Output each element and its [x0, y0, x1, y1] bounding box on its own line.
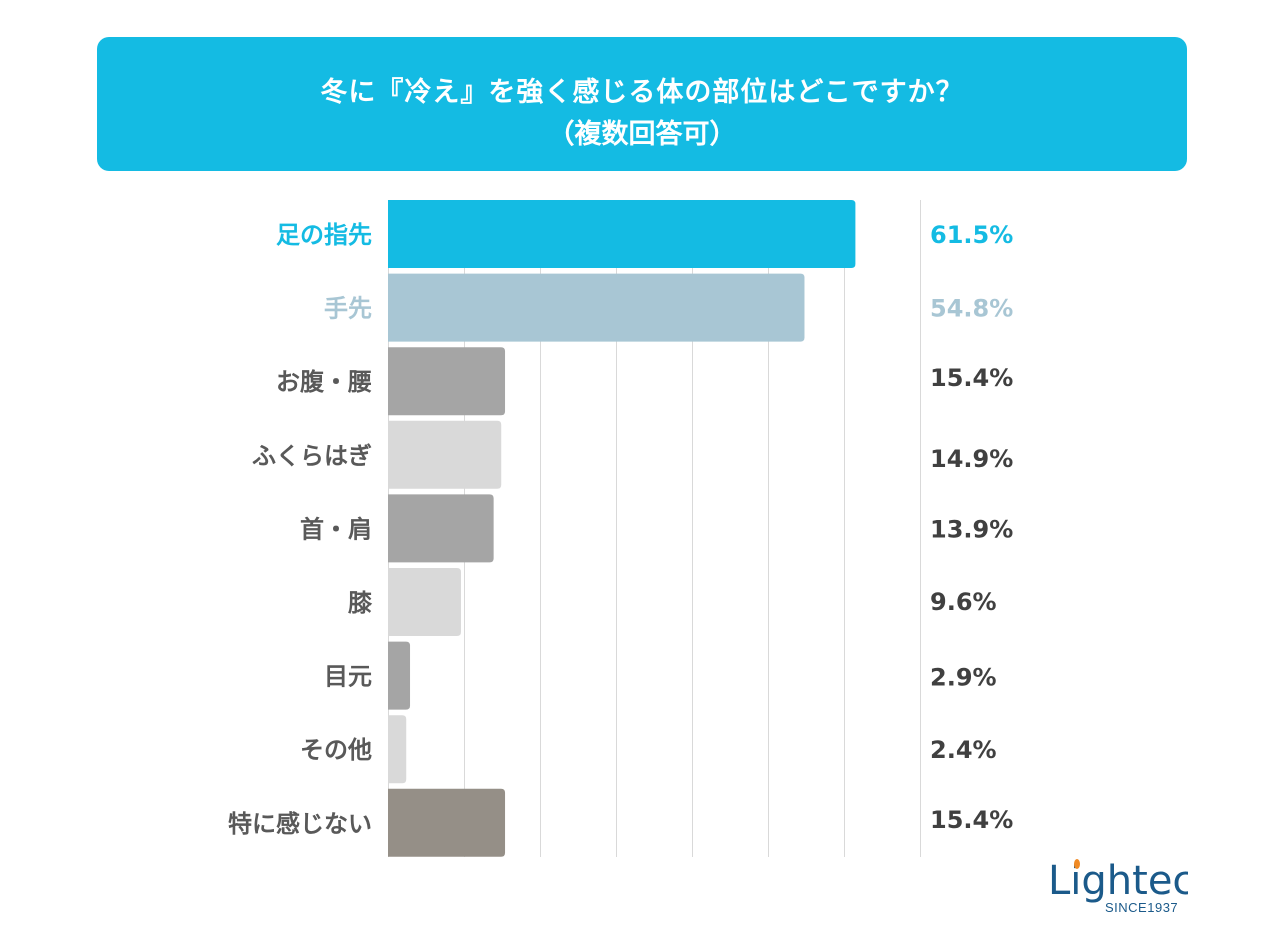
value-label: 14.9%: [930, 445, 1013, 473]
bar-0: [388, 200, 856, 268]
category-label: 首・肩: [300, 515, 372, 543]
bar-6: [388, 641, 411, 710]
chart-title-banner: 冬に『冷え』を強く感じる体の部位はどこですか？ （複数回答可）: [97, 37, 1187, 171]
bar-3: [388, 420, 502, 489]
lightec-logo: Lightec SINCE1937: [1048, 858, 1194, 920]
category-label: お腹・腰: [276, 368, 372, 396]
category-label: 特に感じない: [228, 810, 372, 838]
bars: [388, 200, 856, 857]
value-label: 61.5%: [930, 221, 1013, 249]
logo-text-svg: Lightec: [1048, 858, 1194, 904]
bar-5: [388, 568, 461, 636]
bar-4: [388, 494, 494, 563]
chart-subtitle: （複数回答可）: [547, 119, 737, 150]
category-label: 膝: [348, 589, 373, 617]
value-label: 2.9%: [930, 664, 997, 692]
logo-since: SINCE1937: [1105, 900, 1179, 915]
category-label: 足の指先: [276, 221, 372, 249]
bar-7: [388, 715, 407, 784]
chart-title: 冬に『冷え』を強く感じる体の部位はどこですか？: [320, 77, 964, 108]
value-label: 2.4%: [930, 736, 997, 764]
bar-8: [388, 788, 506, 857]
value-label: 15.4%: [930, 364, 1013, 392]
category-label: ふくらはぎ: [252, 442, 372, 470]
category-label: その他: [300, 736, 372, 764]
bar-2: [388, 347, 506, 416]
value-label: 15.4%: [930, 806, 1013, 834]
category-label: 手先: [324, 295, 372, 323]
logo-wordmark: Lightec: [1048, 854, 1194, 917]
value-label: 9.6%: [930, 588, 997, 616]
value-label: 13.9%: [930, 515, 1013, 543]
flame-icon: [1074, 859, 1080, 869]
value-label: 54.8%: [930, 295, 1013, 323]
bar-1: [388, 273, 805, 342]
category-label: 目元: [324, 663, 372, 691]
logo-text: Lightec: [1048, 858, 1188, 904]
value-labels: 61.5% 54.8% 15.4% 14.9% 13.9% 9.6% 2.9% 2.4% 15.…: [930, 221, 1013, 834]
